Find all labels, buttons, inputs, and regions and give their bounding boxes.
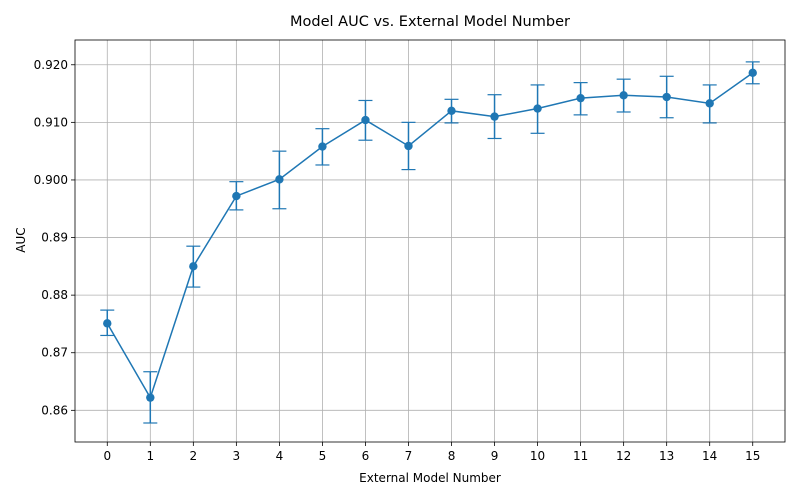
data-point (404, 141, 413, 151)
x-tick-label: 5 (319, 449, 327, 463)
data-point (533, 104, 542, 113)
chart-title: Model AUC vs. External Model Number (290, 14, 570, 30)
x-tick-label: 8 (448, 449, 456, 463)
x-tick-label: 12 (616, 449, 631, 463)
x-tick-label: 7 (405, 449, 413, 463)
y-tick-label: 0.87 (41, 346, 68, 360)
x-tick-label: 15 (745, 449, 760, 463)
data-point (318, 142, 327, 151)
data-point (748, 68, 757, 78)
data-point (490, 112, 499, 121)
x-tick-label: 6 (362, 449, 370, 463)
y-axis-label: AUC (14, 227, 28, 252)
x-tick-label: 1 (146, 449, 154, 463)
data-point (447, 106, 456, 116)
data-point (146, 393, 155, 402)
x-tick-label: 14 (702, 449, 717, 463)
data-point (361, 115, 370, 125)
x-tick-label: 4 (276, 449, 284, 463)
data-point (103, 319, 112, 328)
y-tick-label: 0.920 (34, 58, 68, 72)
x-tick-label: 11 (573, 449, 588, 463)
data-point (619, 91, 628, 100)
y-tick-label: 0.900 (34, 173, 68, 187)
data-point (275, 175, 284, 184)
x-tick-label: 0 (103, 449, 111, 463)
data-point (576, 93, 585, 103)
axes (71, 39, 786, 446)
data-point (232, 191, 241, 201)
x-tick-label: 9 (491, 449, 499, 463)
x-tick-label: 10 (530, 449, 545, 463)
plot-frame (74, 39, 786, 443)
data-point (189, 262, 198, 271)
series-auc (100, 61, 760, 424)
y-tick-label: 0.86 (41, 403, 68, 417)
tick-labels: 0 1 2 3 4 5 6 7 8 9 10 11 12 13 14 150.860.870.880.890.… (34, 58, 761, 463)
series-line (106, 72, 754, 400)
x-tick-label: 2 (190, 449, 198, 463)
y-tick-label: 0.910 (34, 115, 68, 129)
x-axis-label: External Model Number (359, 471, 501, 485)
y-tick-label: 0.88 (41, 288, 68, 302)
data-point (705, 99, 714, 108)
y-tick-label: 0.89 (41, 231, 68, 245)
x-tick-label: 3 (233, 449, 241, 463)
x-tick-label: 13 (659, 449, 674, 463)
data-point (662, 92, 671, 102)
